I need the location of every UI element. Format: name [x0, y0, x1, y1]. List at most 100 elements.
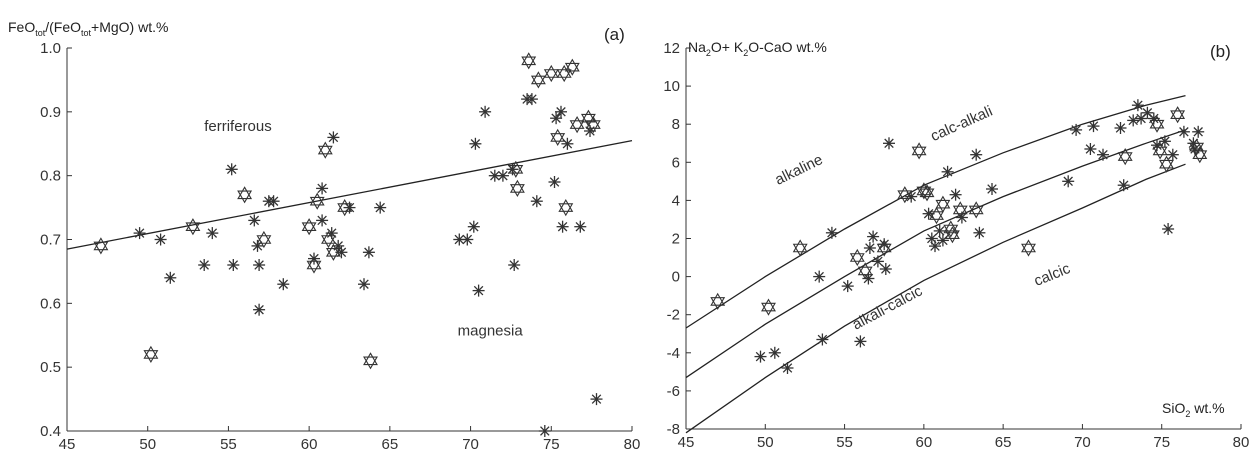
panel-a-asterisk-point	[276, 277, 290, 291]
panel-b-y-axis-label: Na2O+ K2O-CaO wt.%	[688, 39, 827, 58]
panel-b-points	[710, 98, 1207, 375]
panel-a-asterisk-point	[547, 175, 562, 189]
panel-a-asterisk-point	[226, 258, 240, 272]
panel-b-asterisk-point	[1096, 148, 1110, 162]
panel-b-y-tick-label: -2	[667, 307, 680, 324]
panel-b-asterisk-point	[815, 332, 830, 347]
panel-a-asterisk-point	[549, 111, 563, 125]
panel-b-asterisk-point	[841, 279, 855, 293]
panel-b-asterisk-point	[1147, 111, 1161, 126]
panel-a-asterisk-point	[589, 392, 604, 406]
panel-b-x-tick-label: 70	[1074, 434, 1091, 451]
panel-a-field-labels: ferriferous magnesia	[204, 118, 523, 339]
panel-b-y-tick-label: 2	[672, 231, 680, 248]
panel-a-star-point	[93, 237, 108, 254]
panel-a-boundary-lines	[66, 139, 633, 250]
panel-b-asterisk-point	[879, 262, 893, 276]
panel-a-asterisk-point	[342, 200, 357, 215]
panel-a-y-tick-label: 0.5	[40, 359, 61, 376]
panel-b-asterisk-point	[866, 229, 880, 244]
panel-b-asterisk-point	[1158, 134, 1172, 148]
panel-b-asterisk-point	[780, 361, 795, 375]
panel-b-asterisk-point	[768, 346, 782, 360]
panel-b-field-label: calcic	[1032, 260, 1074, 290]
panel-b-field-label: alkaline	[772, 151, 825, 189]
panel-a: FeOtot/(FeOtot+MgO) wt.% (a) 45 50 55 60 65 7…	[8, 19, 640, 453]
panel-a-asterisk-point	[507, 258, 521, 272]
panel-b-asterisk-point	[972, 226, 987, 240]
panel-b-y-tick-label: 6	[672, 154, 680, 171]
panel-a-asterisk-point	[468, 137, 483, 151]
panel-b-star-point	[969, 201, 984, 218]
panel-a-asterisk-point	[252, 258, 266, 272]
panel-a-y-tick-label: 0.9	[40, 104, 61, 121]
panel-a-asterisk-point	[583, 124, 597, 138]
panel-a-asterisk-point	[362, 245, 376, 259]
panel-b-boundary-lines	[685, 94, 1186, 434]
panel-a-asterisk-point	[555, 220, 570, 234]
panel-b-x-tick-label: 55	[836, 434, 853, 451]
panel-b-star-point	[710, 293, 725, 310]
panel-b-y-tick-label: -6	[667, 383, 680, 400]
panel-b-boundary-line	[685, 129, 1186, 379]
panel-a-asterisk-point	[560, 137, 575, 151]
panel-a-y-tick-label: 1.0	[40, 40, 61, 57]
panel-a-star-point	[363, 352, 378, 369]
panel-a-asterisk-point	[334, 245, 349, 259]
panel-b-asterisk-point	[985, 182, 999, 196]
panel-a-boundary-line	[66, 139, 633, 250]
panel-a-x-tick-label: 75	[543, 436, 560, 453]
panel-a-star-point	[185, 218, 200, 235]
panel-a-asterisk-point	[573, 220, 587, 234]
panel-b-asterisk-point	[921, 207, 936, 221]
panel-b-asterisk-point	[928, 239, 942, 253]
panel-a-asterisk-point	[132, 226, 147, 240]
panel-a-label: (a)	[604, 25, 625, 44]
panel-a-y-tick-label: 0.6	[40, 295, 61, 312]
panel-a-asterisk-point	[250, 239, 265, 253]
panel-b-star-point	[761, 299, 776, 316]
panel-b-asterisk-point	[1069, 123, 1083, 137]
panel-a-asterisk-point	[247, 213, 261, 228]
panel-b: Na2O+ K2O-CaO wt.% (b) SiO2 wt.% 45 50 55 6…	[663, 39, 1249, 451]
panel-b-field-labels: alkaline calc-alkali alkali-calcic calcic	[772, 103, 1073, 334]
panel-b-y-ticks: -8 -6 -4 -2 0 2 4 6 8 10 12	[663, 40, 691, 438]
panel-b-asterisk-point	[955, 210, 969, 225]
panel-b-asterisk-point	[1061, 174, 1075, 188]
panel-b-y-tick-label: -8	[667, 421, 680, 438]
panel-b-star-point	[1170, 106, 1185, 123]
panel-b-x-tick-label: 80	[1233, 434, 1250, 451]
panel-a-asterisk-point	[525, 92, 539, 106]
panel-a-y-tick-label: 0.4	[40, 423, 61, 440]
panel-b-asterisk-point	[1177, 125, 1191, 139]
panel-a-asterisk-point	[266, 194, 281, 208]
panel-b-asterisk-point	[1188, 142, 1202, 156]
panel-a-asterisk-point	[331, 239, 345, 253]
panel-b-x-tick-label: 45	[678, 434, 695, 451]
panel-b-star-point	[912, 142, 927, 159]
panel-b-asterisk-point	[936, 233, 950, 248]
panel-a-asterisk-point	[467, 220, 481, 234]
panel-b-asterisk-point	[853, 334, 868, 349]
panel-a-field-label: magnesia	[458, 322, 524, 339]
panel-a-asterisk-point	[357, 277, 371, 291]
panel-b-y-tick-label: 8	[672, 116, 680, 133]
panel-a-asterisk-point	[538, 424, 552, 438]
panel-b-asterisk-point	[861, 271, 876, 286]
panel-a-asterisk-point	[478, 105, 492, 119]
panel-a-asterisk-point	[325, 226, 339, 240]
panel-b-field-label: calc-alkali	[928, 103, 995, 145]
panel-b-x-tick-label: 60	[916, 434, 933, 451]
panel-a-y-ticks: 0.4 0.5 0.6 0.7 0.8 0.9 1.0	[40, 40, 72, 440]
panel-a-asterisk-point	[205, 226, 219, 240]
panel-a-asterisk-point	[373, 200, 387, 215]
panel-b-asterisk-point	[1117, 178, 1131, 192]
panel-b-y-tick-label: 0	[672, 269, 680, 286]
panel-b-asterisk-point	[1191, 125, 1205, 139]
panel-b-asterisk-point	[948, 188, 963, 202]
panel-b-asterisk-point	[863, 241, 877, 255]
panel-a-star-point	[544, 65, 559, 82]
panel-a-asterisk-point	[326, 130, 341, 145]
panel-a-asterisk-point	[163, 271, 177, 285]
panel-a-star-point	[550, 129, 565, 146]
